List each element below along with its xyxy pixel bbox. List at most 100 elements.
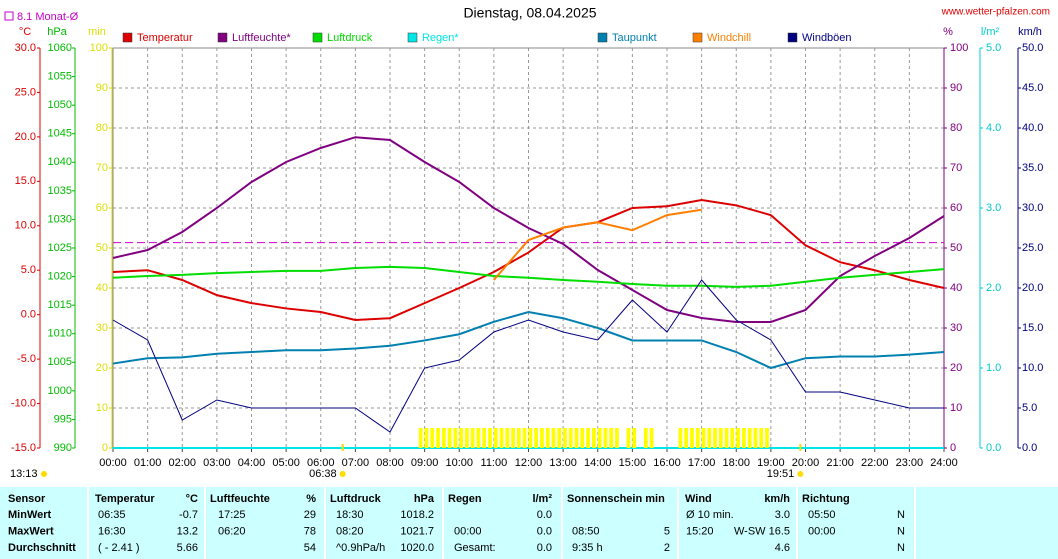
table-cell: 15:20 — [686, 525, 714, 537]
table-header: Luftdruck — [330, 493, 382, 505]
x-tick-label: 00:00 — [99, 457, 127, 469]
table-cell: 5.66 — [177, 542, 198, 554]
y-tick-label: 90 — [96, 82, 108, 94]
y-tick-label: 30 — [950, 322, 962, 334]
sunshine-bar — [499, 428, 504, 448]
sunshine-bar — [465, 428, 469, 448]
sun-icon — [797, 471, 804, 477]
y-tick-label: 100 — [950, 42, 968, 54]
x-tick-label: 09:00 — [411, 457, 439, 469]
table-cell: W-SW 16.5 — [734, 525, 790, 537]
table-cell: 1020.0 — [400, 542, 434, 554]
legend-swatch — [217, 32, 228, 43]
y-tick-label: 80 — [96, 122, 108, 134]
row-label: MaxWert — [8, 525, 54, 537]
legend-label: Windchill — [707, 32, 751, 44]
sun-time: 19:51 — [767, 468, 795, 480]
table-cell: 1021.7 — [400, 525, 434, 537]
legend-swatch — [312, 32, 323, 43]
y-tick-label: 50.0 — [1022, 42, 1043, 54]
sunshine-bar — [707, 428, 712, 448]
axis-unit: % — [943, 26, 953, 38]
sunshine-bar — [603, 428, 608, 448]
table-header: Sensor — [8, 493, 46, 505]
x-tick-label: 07:00 — [342, 457, 370, 469]
table-cell: Gesamt: — [454, 542, 496, 554]
x-tick-label: 05:00 — [272, 457, 300, 469]
x-tick-label: 04:00 — [238, 457, 266, 469]
y-tick-label: 1060 — [48, 42, 72, 54]
y-tick-label: 1050 — [48, 99, 72, 111]
table-cell: 1018.2 — [400, 509, 434, 521]
table-cell: Ø 10 min. — [686, 509, 734, 521]
sunshine-bar — [545, 428, 550, 448]
sunshine-bar — [516, 428, 521, 448]
sunshine-bar — [453, 428, 458, 448]
table-cell: N — [897, 509, 905, 521]
table-cell: 78 — [304, 525, 316, 537]
table-cell: ( - 2.41 ) — [98, 542, 140, 554]
sunshine-bar — [476, 428, 481, 448]
y-tick-label: 0.0 — [986, 442, 1001, 454]
axis-unit: min — [88, 26, 106, 38]
table-header: Wind — [685, 493, 712, 505]
axis-unit: hPa — [47, 26, 67, 38]
y-tick-label: 1040 — [48, 156, 72, 168]
table-header: Sonnenschein min — [567, 493, 665, 505]
sunshine-bar — [488, 428, 492, 448]
sunshine-bar — [626, 428, 631, 448]
x-tick-label: 15:00 — [619, 457, 647, 469]
avg-icon — [4, 11, 14, 21]
sunshine-bar — [742, 428, 746, 448]
y-tick-label: 5.0 — [1022, 402, 1037, 414]
y-tick-label: 25.0 — [15, 86, 36, 98]
y-tick-label: 30.0 — [15, 42, 36, 54]
sunshine-bar — [591, 428, 596, 448]
y-tick-label: 90 — [950, 82, 962, 94]
y-tick-label: 10.0 — [1022, 362, 1043, 374]
sunshine-bar — [701, 428, 706, 448]
x-tick-label: 16:00 — [653, 457, 681, 469]
y-tick-label: 1030 — [48, 213, 72, 225]
x-tick-label: 19:00 — [757, 457, 785, 469]
y-tick-label: 100 — [90, 42, 108, 54]
legend-label: Taupunkt — [612, 32, 657, 44]
x-tick-label: 17:00 — [688, 457, 716, 469]
sunshine-bar — [684, 428, 689, 448]
table-cell: 29 — [304, 509, 316, 521]
axis-unit: km/h — [1018, 26, 1042, 38]
avg-label: 8.1 Monat-Ø — [17, 11, 79, 23]
y-tick-label: -10.0 — [11, 397, 36, 409]
table-cell: ^0.9hPa/h — [336, 542, 385, 554]
y-tick-label: 1015 — [48, 299, 72, 311]
y-tick-label: 1025 — [48, 242, 72, 254]
x-tick-label: 18:00 — [722, 457, 750, 469]
x-tick-label: 08:00 — [376, 457, 404, 469]
sunshine-bar — [563, 428, 567, 448]
y-tick-label: 40 — [950, 282, 962, 294]
y-tick-label: 10 — [96, 402, 108, 414]
table-cell: N — [897, 542, 905, 554]
sunshine-bar — [765, 428, 769, 448]
sunshine-bar — [597, 428, 602, 448]
y-tick-label: 50 — [96, 242, 108, 254]
y-tick-label: 30 — [96, 322, 108, 334]
sunshine-bar — [447, 428, 452, 448]
sunshine-bar — [713, 428, 717, 448]
y-tick-label: 30.0 — [1022, 202, 1043, 214]
table-cell: 17:25 — [218, 509, 246, 521]
y-tick-label: 50 — [950, 242, 962, 254]
sunshine-bar — [724, 428, 729, 448]
x-tick-label: 02:00 — [168, 457, 196, 469]
legend-label: Windböen — [802, 32, 852, 44]
x-tick-label: 23:00 — [896, 457, 924, 469]
sun-time: 06:38 — [309, 468, 337, 480]
table-header: km/h — [764, 493, 790, 505]
table-cell: 06:20 — [218, 525, 246, 537]
y-tick-label: -15.0 — [11, 442, 36, 454]
axis-unit: l/m² — [981, 26, 1000, 38]
sunshine-bar — [643, 428, 648, 448]
y-tick-label: 1035 — [48, 185, 72, 197]
